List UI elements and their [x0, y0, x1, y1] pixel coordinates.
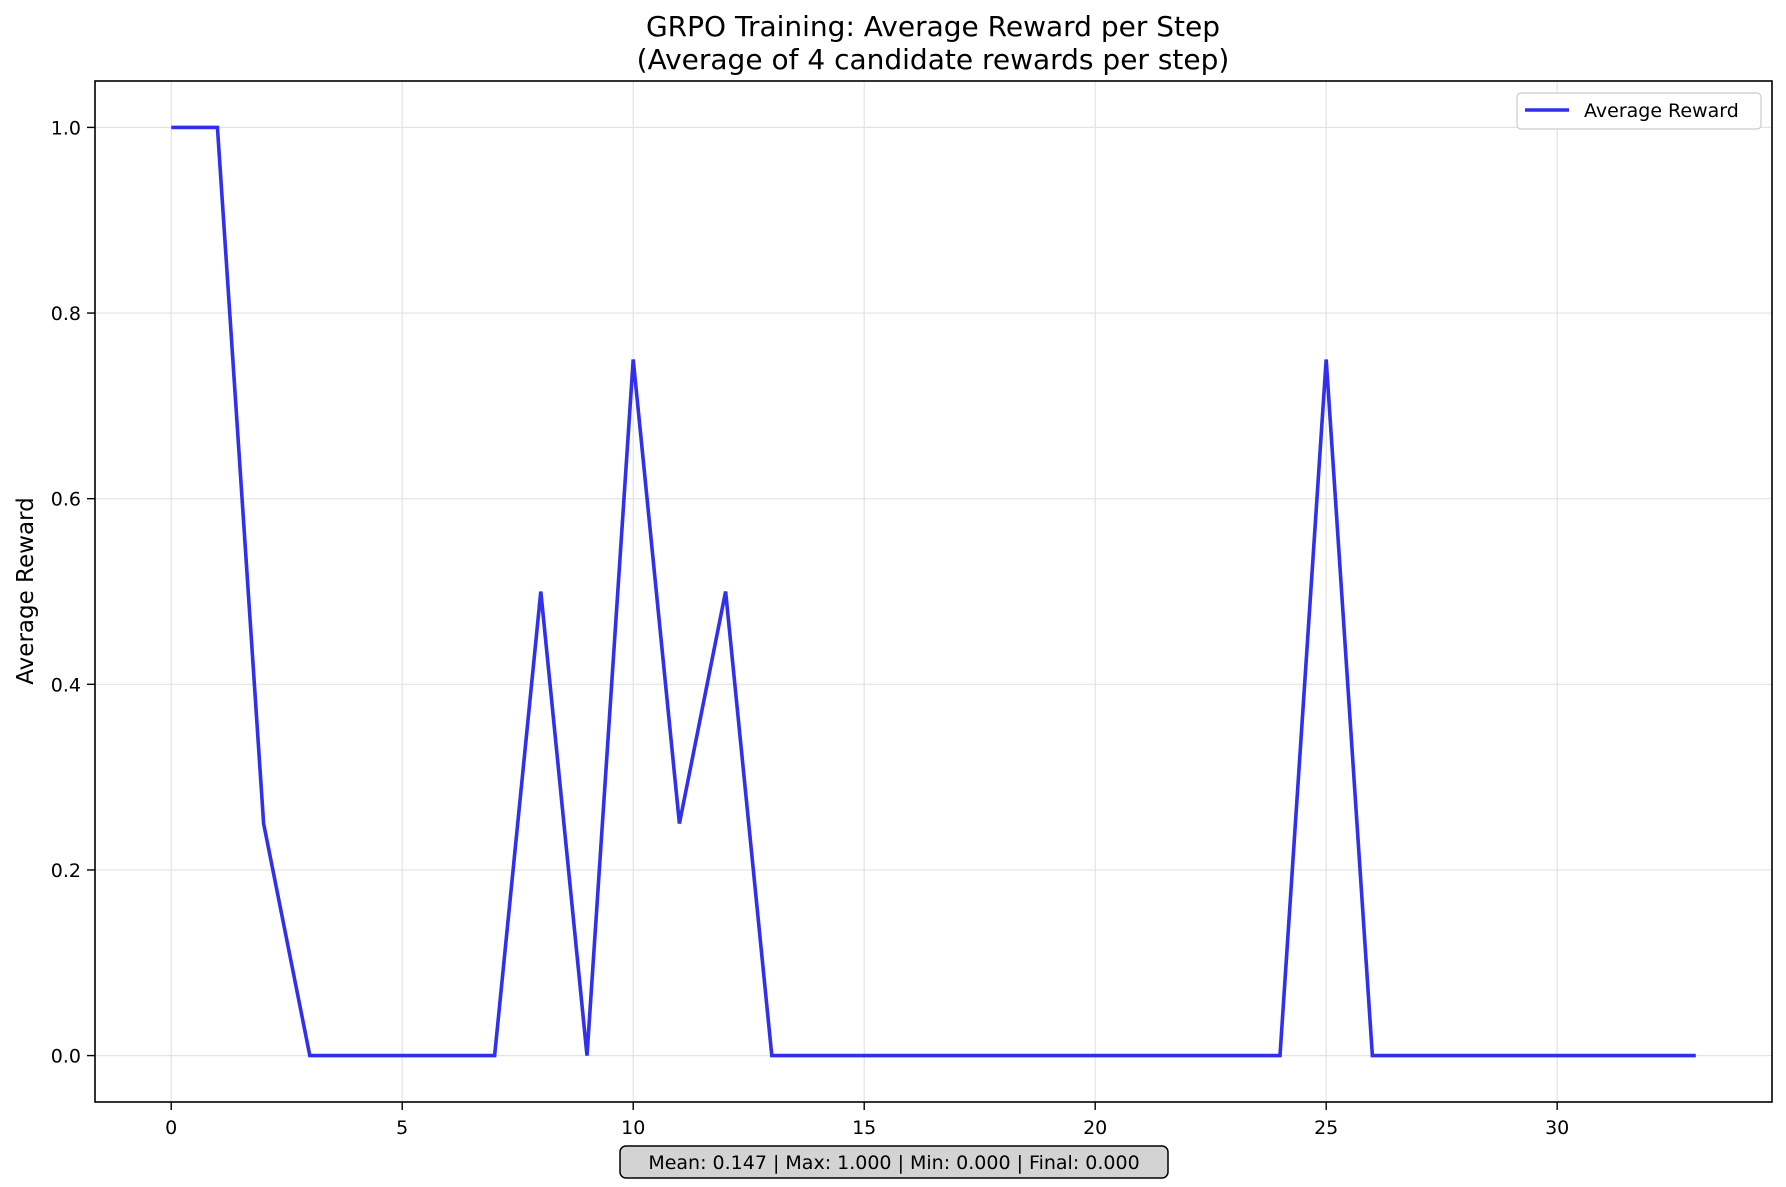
x-tick-label: 15	[852, 1117, 876, 1139]
y-tick-label: 0.4	[51, 674, 81, 696]
plot-frame	[94, 80, 1773, 1103]
stats-box-background	[619, 1145, 1169, 1179]
y-tick-label: 0.8	[51, 303, 81, 325]
stats-box: Mean: 0.147 | Max: 1.000 | Min: 0.000 | …	[619, 1145, 1169, 1179]
series-layer	[171, 125, 1696, 1058]
legend-box	[1516, 92, 1762, 130]
legend-label: Average Reward	[1584, 100, 1739, 122]
y-tick-label: 0.0	[51, 1046, 81, 1068]
x-tick-label: 10	[621, 1117, 645, 1139]
legend: Average Reward	[1516, 92, 1762, 130]
grid	[95, 81, 1772, 1102]
y-tick-label: 0.6	[51, 489, 81, 511]
ticks: 0 5 10 15 20 25 30 0.0 0.2 0.4 0.6 0.8 1.0	[51, 117, 1569, 1139]
series-line-average-reward	[171, 125, 1696, 1058]
y-tick-label: 0.2	[51, 860, 81, 882]
x-tick-label: 30	[1545, 1117, 1569, 1139]
x-tick-label: 20	[1083, 1117, 1107, 1139]
y-axis-label: Average Reward	[13, 497, 39, 684]
chart-title-line2: (Average of 4 candidate rewards per step…	[637, 43, 1230, 76]
stats-text: Mean: 0.147 | Max: 1.000 | Min: 0.000 | …	[648, 1152, 1139, 1174]
y-tick-label: 1.0	[51, 117, 81, 139]
x-tick-label: 5	[396, 1117, 408, 1139]
chart-title-line1: GRPO Training: Average Reward per Step	[646, 10, 1220, 43]
x-tick-label: 0	[165, 1117, 177, 1139]
x-tick-label: 25	[1314, 1117, 1338, 1139]
